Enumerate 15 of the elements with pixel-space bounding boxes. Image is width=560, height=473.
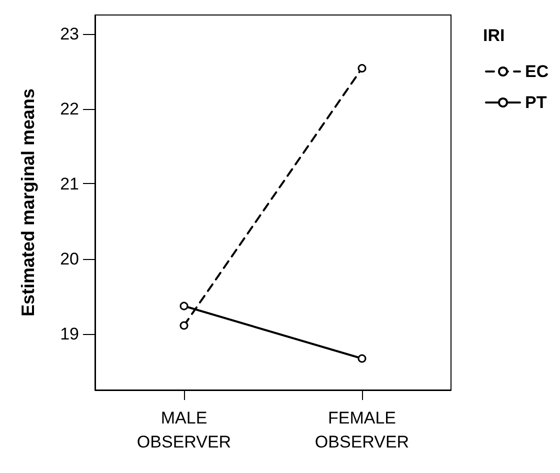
- legend-label: EC: [525, 62, 549, 81]
- y-tick-label: 22: [60, 99, 79, 118]
- point: [180, 302, 188, 310]
- legend-title: IRI: [483, 26, 505, 45]
- point: [180, 321, 188, 330]
- point: [358, 64, 366, 72]
- y-tick-label: 19: [60, 324, 79, 344]
- y-tick-label: 20: [60, 249, 79, 268]
- y-tick-label: 21: [60, 174, 79, 194]
- legend-label: PT: [525, 93, 548, 112]
- x-tick-label: MALE OBSERVER: [136, 408, 232, 452]
- y-tick-label: 23: [60, 24, 79, 44]
- point: [358, 354, 366, 363]
- y-axis-title: Estimated marginal means: [18, 88, 38, 317]
- x-tick-label: FEMALE OBSERVER: [314, 408, 410, 452]
